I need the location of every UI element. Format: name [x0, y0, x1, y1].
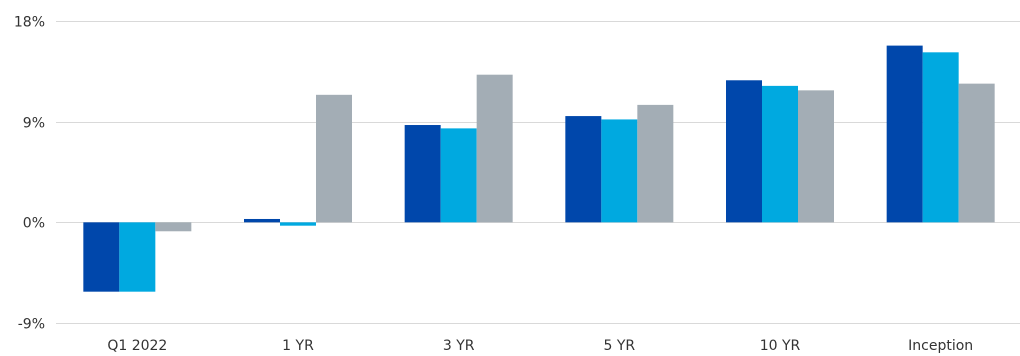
y-tick-label: 18% — [14, 15, 45, 31]
x-tick-label: Inception — [908, 338, 973, 354]
bar-series-2 — [922, 52, 959, 223]
y-tick-label: -9% — [18, 317, 45, 333]
x-tick-label: 5 YR — [604, 338, 636, 354]
bar-series-1 — [83, 222, 120, 292]
y-axis-tick-labels: 18% 9% 0% -9% — [14, 15, 45, 333]
x-tick-label: Q1 2022 — [107, 338, 167, 354]
bar-series-2 — [762, 85, 798, 223]
bar-series-2 — [280, 222, 316, 226]
bar-series-3 — [958, 83, 995, 223]
x-axis-tick-labels: Q1 2022 1 YR 3 YR 5 YR 10 YR Inception — [107, 338, 973, 354]
bar-series-1 — [244, 218, 280, 223]
grid-layer — [56, 21, 1020, 324]
bar-series-1 — [726, 80, 762, 223]
x-tick-label: 10 YR — [760, 338, 801, 354]
bar-series-1 — [404, 125, 441, 223]
bar-series-3 — [476, 74, 513, 223]
x-tick-label: 1 YR — [282, 338, 314, 354]
bars-layer — [83, 45, 995, 292]
y-tick-label: 0% — [23, 216, 45, 232]
bar-series-1 — [886, 45, 923, 223]
bar-series-2 — [119, 222, 156, 292]
bar-series-3 — [155, 222, 192, 232]
bar-series-3 — [798, 90, 834, 223]
bar-series-1 — [565, 116, 602, 223]
bar-series-3 — [316, 94, 352, 223]
y-tick-label: 9% — [23, 116, 45, 132]
bar-series-2 — [440, 128, 477, 223]
bar-series-2 — [601, 119, 638, 223]
bar-series-3 — [637, 104, 674, 223]
x-tick-label: 3 YR — [443, 338, 475, 354]
